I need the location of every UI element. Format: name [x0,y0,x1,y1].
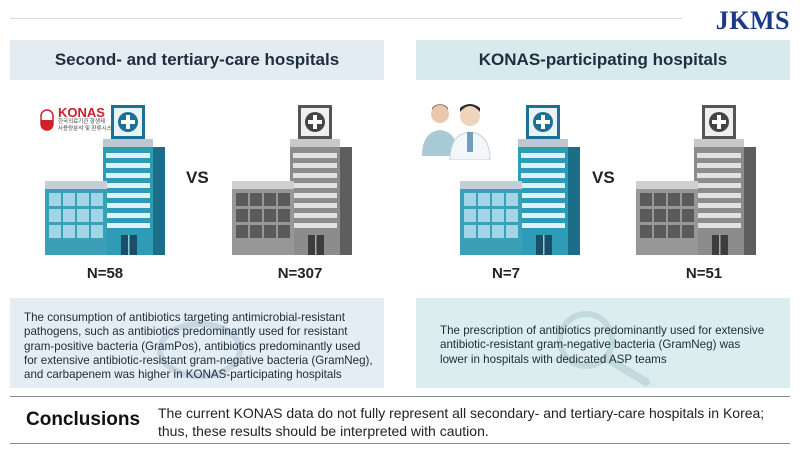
left-finding-text: The consumption of antibiotics targeting… [24,311,373,382]
conclusions-top-rule [10,396,790,397]
conclusions-bottom-rule [10,443,790,444]
non-asp-hospital-building [636,105,786,255]
right-panel-title: KONAS-participating hospitals [416,40,790,80]
non-konas-hospital-building [232,105,382,255]
vs-label-right: VS [592,168,615,187]
vs-label-left: VS [186,168,209,187]
watermark-bacteria-icon [157,321,243,379]
doctors-icon [422,104,491,160]
n-right-count: N=307 [277,265,323,282]
konas-sub-2: 사용량분석 및 환류시스템 [58,126,117,132]
konas-logo-text: KONAS [58,105,105,120]
n-right-count-right: N=51 [685,265,723,282]
konas-hospital-building [45,105,195,255]
left-panel-title: Second- and tertiary-care hospitals [10,40,384,80]
asp-hospital-building [460,105,610,255]
n-left-count-right: N=7 [492,265,520,282]
conclusions-title: Conclusions [26,409,141,430]
watermark-magnifier-icon [557,311,650,386]
right-finding-text: The prescription of antibiotics predomin… [440,324,765,366]
n-left-count: N=58 [86,265,124,282]
journal-logo: JKMS [715,6,790,35]
right-panel-body: The prescription of antibiotics predomin… [416,298,790,388]
left-panel-body: The consumption of antibiotics targeting… [10,298,384,388]
pill-icon [40,108,54,131]
konas-sub-1: 한국의료기관 항생제 [58,119,106,125]
top-divider [10,18,682,19]
konas-logo: KONAS 한국의료기관 항생제 사용량분석 및 환류시스템 [40,106,117,133]
conclusions-text: The current KONAS data do not fully repr… [158,405,765,439]
